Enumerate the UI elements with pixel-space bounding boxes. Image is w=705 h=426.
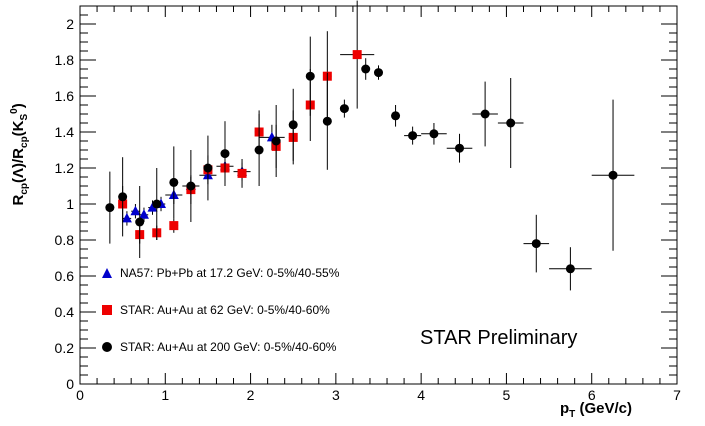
data-point — [118, 192, 128, 202]
data-point — [169, 177, 179, 187]
data-point — [339, 104, 349, 114]
x-tick-label: 3 — [332, 387, 340, 403]
axis-tick-labels: 0 1 2 3 4 5 6 7 0 0.2 0.4 0.6 0.8 1 1.2 1.4 1.6 1.8 2 — [55, 16, 682, 403]
data-point — [130, 205, 141, 216]
data-point — [429, 129, 439, 139]
legend: NA57: Pb+Pb at 17.2 GeV: 0-5%/40-55% STA… — [102, 266, 339, 354]
data-point — [305, 71, 315, 81]
data-point — [138, 209, 149, 219]
data-point — [608, 170, 618, 180]
x-tick-label: 4 — [417, 387, 425, 403]
x-tick-label: 0 — [76, 387, 84, 403]
legend-label: STAR: Au+Au at 200 GeV: 0-5%/40-60% — [120, 340, 337, 354]
data-point — [480, 109, 490, 119]
data-point — [271, 136, 281, 146]
data-point — [152, 199, 162, 209]
data-point — [121, 212, 132, 223]
triangle-marker-icon — [102, 268, 112, 278]
data-point — [391, 111, 401, 121]
x-tick-label: 7 — [673, 387, 681, 403]
data-marks — [105, 0, 635, 291]
data-point — [322, 116, 332, 126]
data-point — [374, 68, 383, 78]
data-point — [105, 203, 115, 213]
y-axis-label: Rcp(Λ)/Rcp(KS0) — [9, 103, 30, 206]
data-point — [455, 143, 465, 153]
data-point — [254, 145, 264, 155]
legend-label: STAR: Au+Au at 62 GeV: 0-5%/40-60% — [120, 303, 330, 317]
preliminary-annotation: STAR Preliminary — [420, 327, 578, 349]
axis-ticks — [79, 6, 678, 385]
x-tick-label: 5 — [503, 387, 511, 403]
data-point — [147, 202, 158, 212]
y-tick-label: 1 — [66, 196, 74, 212]
data-point — [203, 163, 213, 173]
series-2 — [105, 36, 635, 291]
data-point — [237, 168, 247, 178]
y-tick-label: 1.6 — [55, 88, 75, 104]
x-tick-label: 2 — [247, 387, 255, 403]
data-point — [169, 221, 179, 231]
y-tick-label: 1.4 — [55, 124, 75, 140]
y-tick-label: 2 — [66, 16, 74, 32]
legend-item-star-62: STAR: Au+Au at 62 GeV: 0-5%/40-60% — [102, 303, 339, 317]
legend-item-star-200: STAR: Au+Au at 200 GeV: 0-5%/40-60% — [102, 340, 339, 354]
y-tick-label: 0.4 — [55, 304, 75, 320]
data-point — [506, 118, 516, 128]
y-tick-label: 1.8 — [55, 52, 75, 68]
y-tick-label: 0.2 — [55, 340, 75, 356]
x-tick-label: 6 — [588, 387, 596, 403]
y-tick-label: 0.8 — [55, 232, 75, 248]
legend-label: NA57: Pb+Pb at 17.2 GeV: 0-5%/40-55% — [120, 266, 340, 280]
y-tick-label: 1.2 — [55, 160, 75, 176]
data-point — [565, 264, 575, 274]
data-point — [352, 50, 362, 60]
data-point — [220, 149, 230, 159]
y-tick-label: 0 — [66, 376, 74, 392]
series-0 — [121, 124, 285, 226]
data-point — [408, 131, 418, 141]
data-point — [288, 120, 298, 130]
data-point — [531, 239, 541, 249]
square-marker-icon — [102, 305, 112, 315]
circle-marker-icon — [102, 342, 112, 352]
data-point — [135, 217, 145, 227]
data-point — [361, 64, 371, 74]
x-axis-label: pT (GeV/c) — [560, 400, 632, 420]
x-tick-label: 1 — [161, 387, 169, 403]
y-tick-label: 0.6 — [55, 268, 75, 284]
legend-item-na57: NA57: Pb+Pb at 17.2 GeV: 0-5%/40-55% — [102, 266, 339, 280]
data-point — [186, 181, 196, 191]
